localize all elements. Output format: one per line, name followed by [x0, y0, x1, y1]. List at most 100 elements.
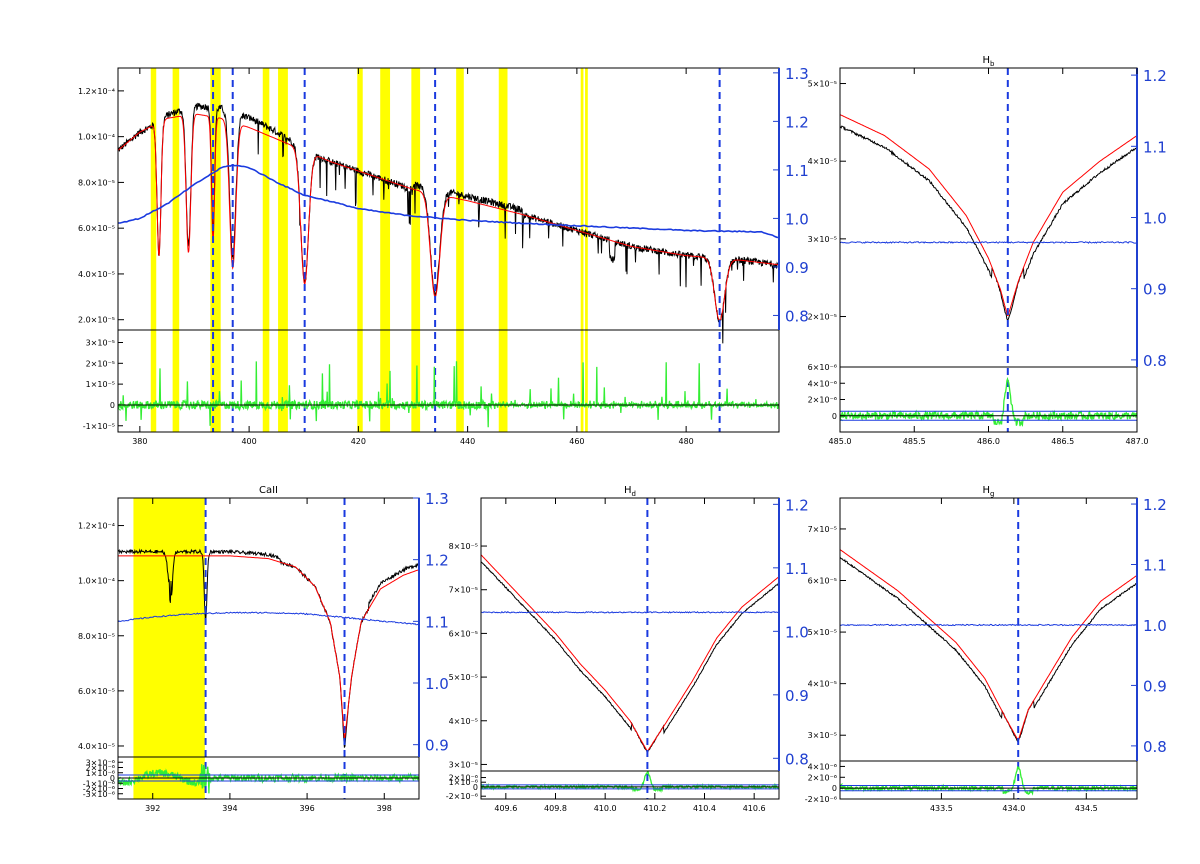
residual-tick-label: 0	[110, 774, 115, 783]
panel-hg: 433.5 434.0 434.5 3×10⁻⁵ 4×10⁻⁵ 5×10⁻⁵ 6×10⁻⁵ 7…	[805, 485, 1167, 813]
mask-band	[585, 68, 588, 432]
mask-band	[210, 68, 221, 432]
residual-tick-label: 1×10⁻⁵	[86, 380, 115, 389]
residual-point	[118, 402, 123, 409]
x-tick-label: 440	[460, 437, 475, 446]
residual-tick-label: 3×10⁻⁵	[86, 338, 115, 347]
y-tick-label: 8.0×10⁻⁵	[78, 632, 115, 641]
panel-title-base: H	[624, 485, 632, 496]
x-tick-label: 410.4	[693, 804, 716, 813]
x-tick-label: 480	[678, 437, 693, 446]
model-spectrum-line	[840, 114, 1137, 317]
mask-band	[380, 68, 391, 432]
y2-tick-label: 0.8	[785, 307, 809, 325]
residual-tick-label: -1×10⁻⁶	[83, 779, 115, 788]
y-tick-label: 4.0×10⁻⁵	[78, 270, 115, 279]
y-tick-label: 6.0×10⁻⁵	[78, 687, 115, 696]
x-tick-label: 410.6	[743, 804, 766, 813]
residual-series	[840, 765, 1137, 796]
observed-spectrum-line	[118, 102, 779, 344]
y2-tick-label: 0.9	[1143, 677, 1167, 695]
panel-hb: 485.0 485.5 486.0 486.5 487.0 2×10⁻⁵ 3×10⁻⁵ 4×1…	[808, 55, 1167, 446]
y-tick-label: 8×10⁻⁵	[449, 542, 478, 551]
y-tick-label: 5×10⁻⁵	[808, 80, 837, 89]
y2-tick-label: 0.9	[425, 737, 449, 755]
spectrum-frame	[839, 497, 1138, 762]
y2-tick-label: 1.2	[785, 496, 809, 514]
residual-tick-label: 4×10⁻⁶	[808, 762, 837, 771]
x-tick-label: 410.0	[594, 804, 617, 813]
mask-band	[498, 68, 508, 432]
x-tick-label: 460	[569, 437, 584, 446]
model-spectrum-line	[118, 555, 419, 739]
observed-spectrum-line	[840, 125, 1137, 321]
y2-tick-label: 0.9	[785, 259, 809, 277]
panel-title-sub: g	[990, 490, 994, 498]
y-tick-label: 5×10⁻⁵	[808, 628, 837, 637]
spectrum-frame	[480, 497, 780, 772]
mask-band	[262, 68, 270, 432]
residual-tick-label: 3×10⁻⁶	[86, 758, 115, 767]
x-tick-label: 394	[222, 804, 237, 813]
y2-tick-label: 1.1	[425, 613, 449, 631]
continuum-line	[840, 623, 1137, 627]
y2-tick-label: 1.2	[1143, 67, 1167, 85]
residual-tick-label: 0	[110, 401, 115, 410]
y-tick-label: 4×10⁻⁵	[808, 157, 837, 166]
observed-spectrum-line	[481, 561, 779, 754]
y-tick-label: 1.0×10⁻⁴	[78, 577, 115, 586]
observed-spectrum-line	[840, 556, 1137, 742]
y-tick-label: 1.2×10⁻⁴	[78, 87, 115, 96]
y-tick-label: 7×10⁻⁵	[808, 525, 837, 534]
y-tick-label: 2.0×10⁻⁵	[78, 316, 115, 325]
x-tick-label: 398	[377, 804, 392, 813]
y2-tick-label: 0.8	[1143, 738, 1167, 756]
plot-area-hd	[481, 498, 779, 799]
y-tick-label: 8.0×10⁻⁵	[78, 178, 115, 187]
y-tick-label: 4×10⁻⁵	[808, 680, 837, 689]
x-tick-label: 392	[145, 804, 160, 813]
panel-title-base: H	[983, 55, 991, 66]
y2-tick-label: 1.3	[425, 490, 449, 508]
x-tick-label: 434.5	[1075, 804, 1098, 813]
plot-area-main	[118, 68, 779, 432]
mask-band	[172, 68, 180, 432]
mask-band	[278, 68, 288, 432]
y-tick-label: 4×10⁻⁵	[449, 717, 478, 726]
residual-tick-label: 0	[832, 784, 837, 793]
continuum-line	[840, 241, 1137, 244]
mask-band	[357, 68, 363, 432]
residual-tick-label: 2×10⁻⁵	[86, 359, 115, 368]
residual-frame	[839, 760, 1138, 800]
y2-tick-label: 1.1	[785, 162, 809, 180]
plot-area-hg	[840, 498, 1137, 799]
y2-tick-label: 1.1	[1143, 557, 1167, 575]
panel-title-sub: d	[632, 490, 636, 498]
panel-title: Hb	[983, 55, 996, 68]
panel-caii: 392 394 396 398 4.0×10⁻⁵ 6.0×10⁻⁵ 8.0×10⁻⁵ 1.0×…	[78, 485, 449, 813]
y2-tick-label: 1.0	[785, 210, 809, 228]
x-tick-label: 485.5	[903, 437, 926, 446]
residual-series	[481, 770, 779, 794]
continuum-line	[481, 610, 779, 614]
y2-tick-label: 0.9	[785, 687, 809, 705]
y2-tick-label: 1.3	[785, 65, 809, 83]
y2-tick-label: 1.0	[785, 623, 809, 641]
panel-title-sub: b	[990, 60, 995, 68]
x-tick-label: 433.5	[930, 804, 953, 813]
y-tick-label: 6.0×10⁻⁵	[78, 224, 115, 233]
mask-band	[133, 498, 205, 799]
spectrum-frame	[839, 67, 1138, 368]
residual-frame	[117, 329, 780, 433]
y-tick-label: 6×10⁻⁵	[808, 577, 837, 586]
panel-title: CaII	[259, 485, 278, 496]
model-spectrum-line	[840, 549, 1137, 742]
model-spectrum-line	[118, 113, 779, 322]
x-tick-label: 396	[299, 804, 314, 813]
plot-area-caii	[118, 498, 419, 799]
y-tick-label: 6×10⁻⁵	[449, 629, 478, 638]
y2-tick-label: 1.2	[425, 552, 449, 570]
y-tick-label: 4.0×10⁻⁵	[78, 742, 115, 751]
